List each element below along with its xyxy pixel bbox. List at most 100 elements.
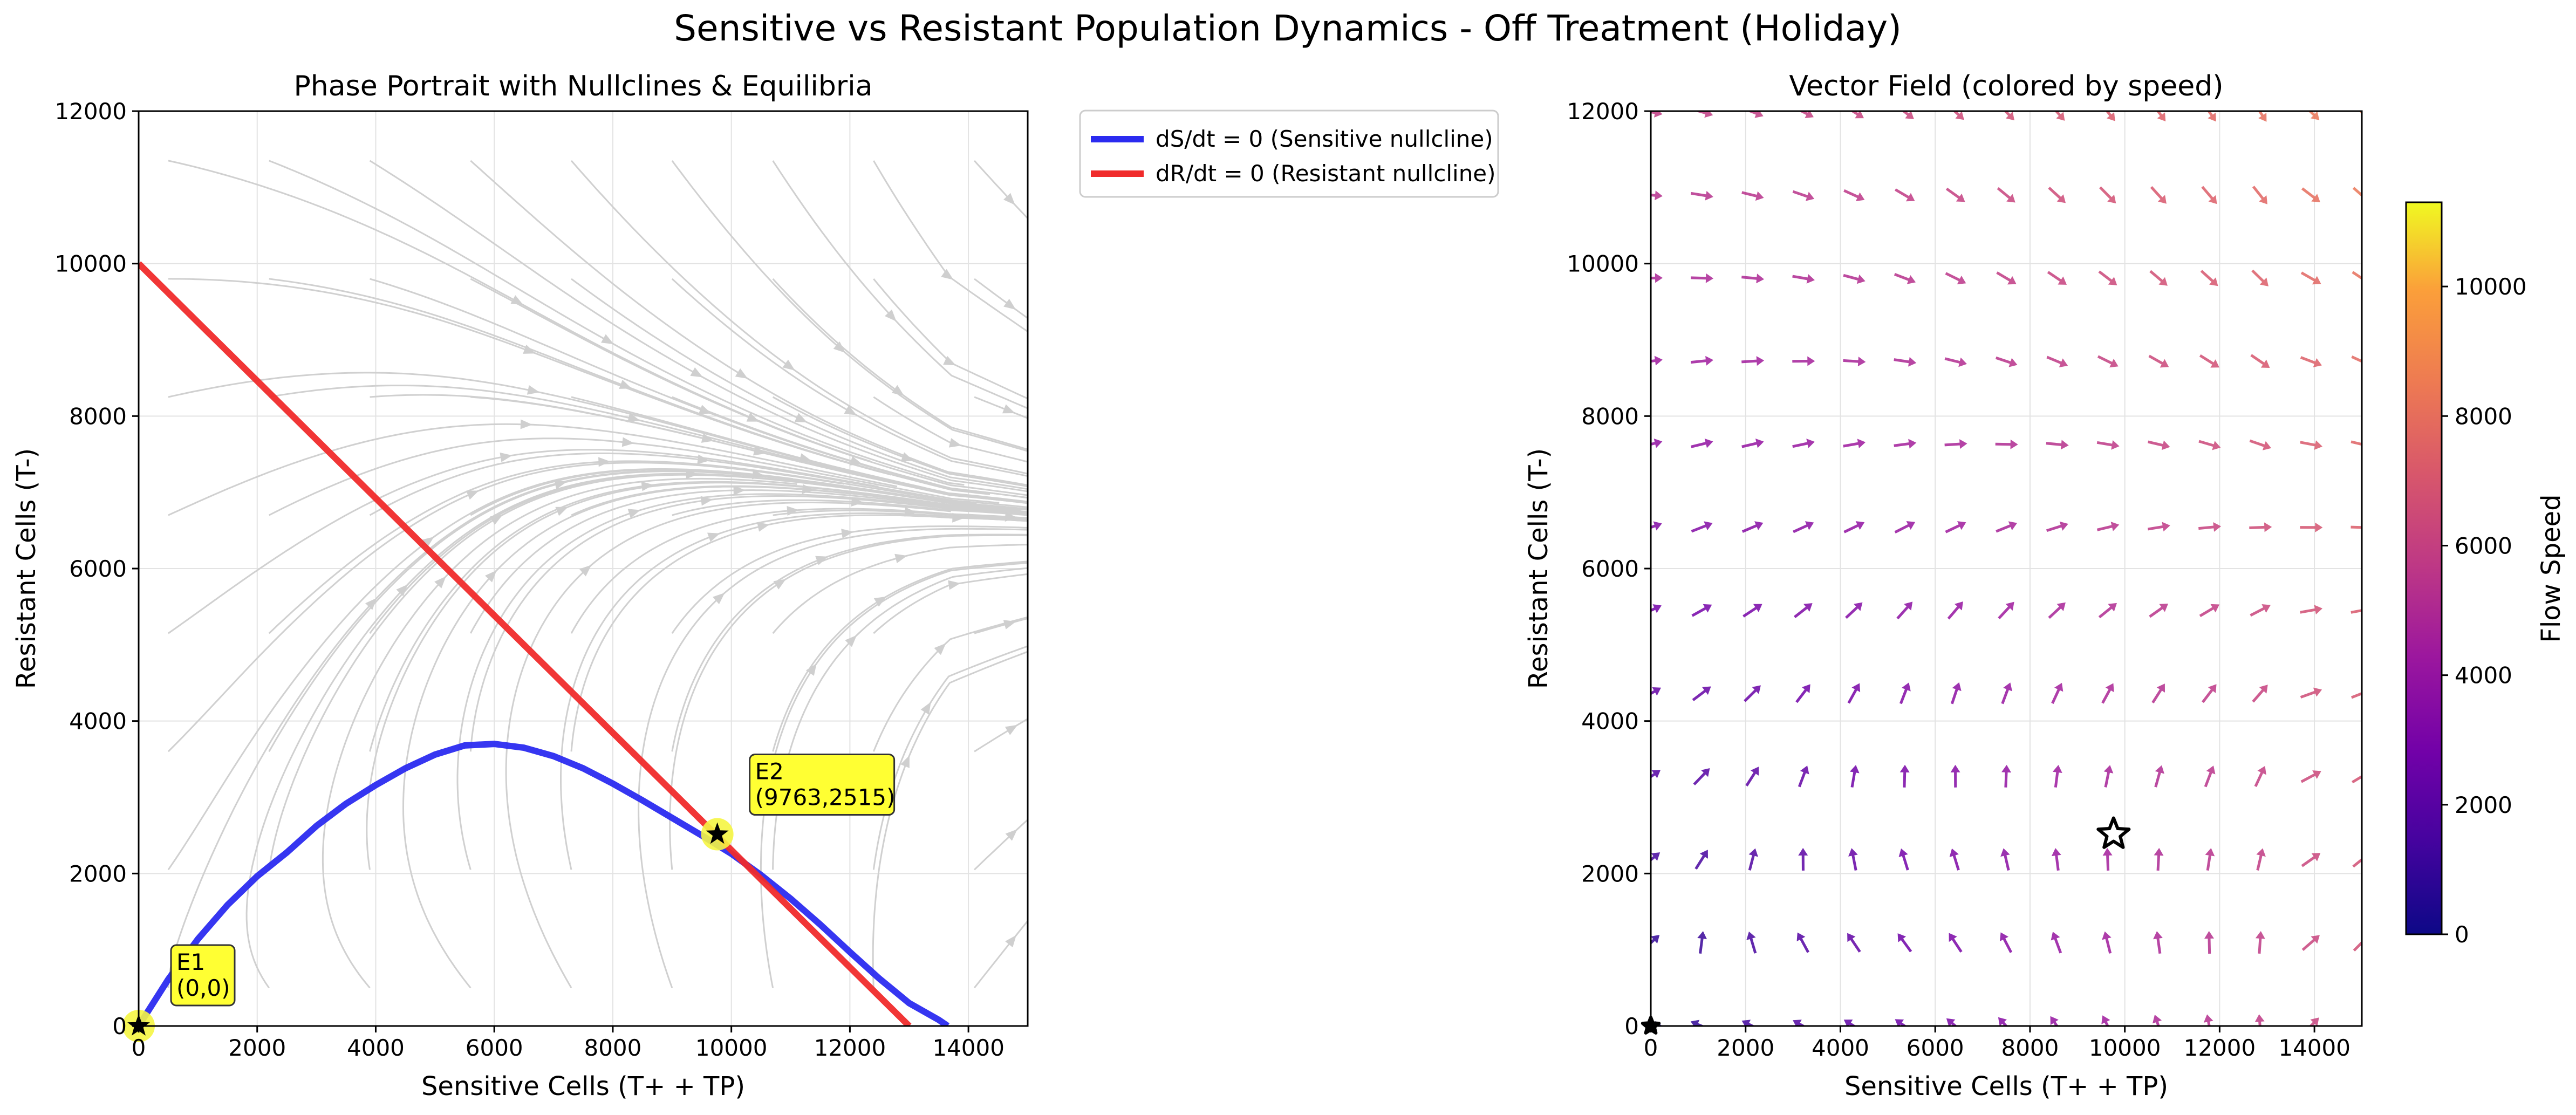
- vector-arrow: [1691, 438, 1713, 448]
- streamline-arrow: [601, 334, 614, 344]
- vector-arrow: [1796, 932, 1810, 953]
- vector-arrow: [1798, 847, 1808, 871]
- tick-label-y: 12000: [54, 98, 127, 125]
- vector-arrow: [1899, 682, 1911, 704]
- streamline: [571, 396, 1028, 503]
- streamline-arrow: [1005, 724, 1018, 735]
- vector-arrow: [1795, 684, 1810, 703]
- sensitive-nullcline: [139, 741, 950, 1026]
- vector-arrow: [1741, 356, 1765, 366]
- colorbar-tick-label: 8000: [2455, 403, 2512, 429]
- vector-arrow: [2046, 355, 2068, 367]
- tick-label-y: 12000: [1567, 98, 1639, 125]
- vector-arrow: [1743, 604, 1762, 618]
- vector-arrow: [1793, 521, 1814, 533]
- streamline: [456, 493, 1008, 870]
- streamline-arrow: [920, 702, 931, 715]
- vector-arrow: [2001, 682, 2012, 704]
- vector-arrow: [1946, 1018, 1965, 1026]
- vector-arrow: [2102, 847, 2113, 871]
- streamline-arrow: [833, 341, 846, 353]
- streamline-arrow: [1003, 620, 1016, 630]
- vector-arrow: [2300, 605, 2323, 615]
- vector-arrow: [1898, 848, 1909, 871]
- streamline: [669, 534, 1028, 870]
- vector-field-ticks: 0 2000 4000 6000 8000 10000 12000 14000 0 2000 400…: [1567, 98, 2350, 1061]
- vector-arrow: [2048, 187, 2066, 203]
- tick-label-x: 8000: [2001, 1035, 2059, 1061]
- vector-arrow: [1945, 272, 1966, 285]
- vector-arrow: [1894, 439, 1917, 449]
- vector-arrow: [2250, 354, 2270, 368]
- tick-label-x: 10000: [695, 1035, 768, 1061]
- vector-arrow: [2300, 271, 2321, 285]
- vector-arrow: [2256, 848, 2266, 871]
- vector-arrow: [2154, 847, 2164, 871]
- vector-arrow: [2103, 765, 2114, 788]
- vector-arrow: [2149, 270, 2168, 286]
- tick-label-x: 4000: [347, 1035, 405, 1061]
- vector-arrow: [1741, 273, 1765, 284]
- equilibrium-coords: (9763,2515): [755, 784, 896, 811]
- tick-label-x: 0: [132, 1035, 146, 1061]
- streamline: [672, 396, 1028, 499]
- equilibrium-annotation-box: [170, 944, 236, 1007]
- streamline-arrow: [627, 413, 640, 423]
- streamline: [269, 160, 965, 486]
- streamline: [672, 499, 1028, 516]
- phase-portrait-ticks: 0 2000 4000 6000 8000 10000 12000 14000 0 2000 400…: [54, 98, 1005, 1061]
- streamline: [370, 278, 1028, 499]
- streamline-arrow: [1003, 298, 1016, 310]
- vector-arrow: [2052, 764, 2062, 788]
- vector-arrow: [2300, 522, 2323, 532]
- vector-arrow: [1947, 601, 1963, 620]
- streamline-arrow: [752, 469, 764, 480]
- vector-arrow: [1745, 767, 1759, 786]
- streamline: [671, 525, 1028, 634]
- vector-field-panel: Vector Field (colored by speed) 0 2000 400…: [1523, 70, 2363, 1102]
- vector-arrow: [2198, 440, 2221, 450]
- streamline-arrow: [782, 359, 795, 371]
- vector-arrow: [2302, 111, 2320, 120]
- tick-label-x: 2000: [228, 1035, 286, 1061]
- vector-arrow: [1741, 521, 1764, 533]
- vector-arrow: [2098, 270, 2117, 285]
- vector-arrow: [2047, 271, 2067, 285]
- streamline-arrow: [805, 663, 817, 676]
- vector-arrow: [1950, 764, 1960, 788]
- vector-arrow: [1996, 271, 2017, 285]
- vector-arrow: [2301, 853, 2321, 867]
- vector-arrow: [1897, 933, 1912, 953]
- vector-arrow: [2350, 605, 2362, 615]
- vector-arrow: [1998, 601, 2014, 620]
- vector-arrow: [1744, 685, 1761, 702]
- tick-label-y: 0: [112, 1013, 127, 1039]
- colorbar-tick-label: 10000: [2455, 273, 2527, 300]
- vector-arrow: [2100, 111, 2115, 121]
- streamline-arrow: [396, 584, 408, 597]
- vector-arrow: [2098, 603, 2117, 619]
- vector-arrow: [1741, 439, 1764, 448]
- streamline: [772, 560, 1028, 752]
- vector-arrow: [2254, 765, 2266, 787]
- vector-arrow: [1847, 933, 1861, 953]
- vector-arrow: [2202, 684, 2217, 703]
- equilibria: E1(0,0) E2(9763,2515): [122, 754, 896, 1042]
- tick-label-y: 10000: [1567, 251, 1639, 277]
- tick-label-x: 6000: [466, 1035, 523, 1061]
- vector-arrow: [2199, 354, 2219, 368]
- streamline-arrow: [894, 553, 907, 564]
- streamline-arrow: [794, 413, 808, 423]
- tick-label-y: 4000: [1581, 708, 1639, 735]
- streamline: [873, 160, 1028, 333]
- vector-arrow: [1697, 931, 1707, 954]
- vector-arrow: [2048, 602, 2066, 619]
- vector-arrow: [2051, 682, 2063, 704]
- vector-arrow: [1895, 111, 1914, 119]
- equilibrium-annotation-box: [749, 754, 896, 816]
- vector-arrow: [1691, 111, 1713, 118]
- vector-arrow: [1894, 357, 1917, 367]
- streamline-arrow: [891, 385, 904, 396]
- tick-label-y: 8000: [69, 403, 127, 429]
- vector-arrow: [1945, 521, 1966, 533]
